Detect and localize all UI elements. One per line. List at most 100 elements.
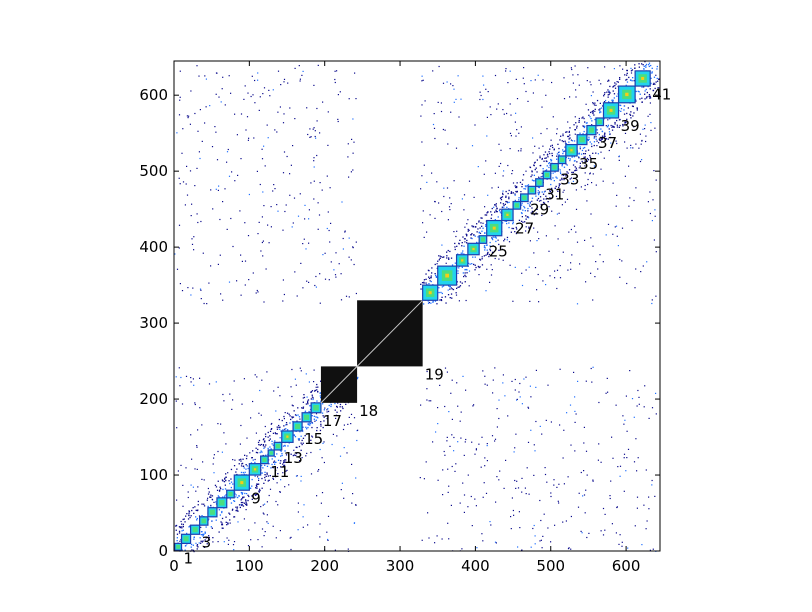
noise-point xyxy=(217,423,219,425)
noise-point xyxy=(337,118,339,120)
noise-point xyxy=(512,182,515,184)
noise-point xyxy=(545,235,547,237)
noise-point xyxy=(600,137,603,139)
near-diagonal-point xyxy=(594,108,596,110)
noise-point xyxy=(227,148,229,151)
near-diagonal-point xyxy=(514,231,516,233)
noise-point xyxy=(320,439,322,441)
noise-point xyxy=(534,79,536,81)
noise-point xyxy=(570,548,572,550)
near-diagonal-point xyxy=(497,216,499,218)
noise-point xyxy=(592,103,594,105)
noise-point xyxy=(254,102,256,104)
noise-point xyxy=(486,384,488,386)
near-diagonal-point xyxy=(190,546,192,548)
near-diagonal-point xyxy=(558,186,560,189)
near-diagonal-point xyxy=(608,91,610,93)
near-diagonal-point xyxy=(292,454,294,457)
near-diagonal-point xyxy=(241,504,243,507)
noise-point xyxy=(600,168,602,170)
noise-point xyxy=(306,452,308,454)
near-diagonal-point xyxy=(649,88,651,90)
near-diagonal-point xyxy=(219,514,221,516)
noise-point xyxy=(277,504,279,506)
near-diagonal-point xyxy=(321,412,324,414)
noise-point xyxy=(346,452,348,454)
near-diagonal-point xyxy=(504,238,506,240)
noise-point xyxy=(437,423,439,425)
noise-point xyxy=(568,547,570,549)
near-diagonal-point xyxy=(584,125,586,127)
noise-point xyxy=(585,380,587,382)
noise-point xyxy=(305,373,307,375)
noise-point xyxy=(575,231,577,233)
noise-point xyxy=(302,526,304,528)
noise-point xyxy=(308,209,310,211)
noise-point xyxy=(546,128,548,130)
noise-point xyxy=(288,484,290,486)
noise-point xyxy=(539,425,541,427)
near-diagonal-point xyxy=(630,117,632,119)
near-diagonal-point xyxy=(188,514,190,516)
near-diagonal-point xyxy=(464,269,466,271)
noise-point xyxy=(450,111,452,113)
noise-point xyxy=(609,497,611,500)
noise-point xyxy=(583,494,586,496)
noise-point xyxy=(548,206,550,208)
noise-point xyxy=(215,131,217,133)
near-diagonal-point xyxy=(547,156,549,158)
noise-point xyxy=(588,532,590,534)
near-diagonal-point xyxy=(282,429,284,431)
noise-point xyxy=(556,486,558,488)
near-diagonal-point xyxy=(569,137,571,139)
near-diagonal-point xyxy=(528,204,531,206)
noise-point xyxy=(630,147,632,149)
noise-point xyxy=(600,151,602,153)
near-diagonal-point xyxy=(341,406,343,408)
noise-point xyxy=(243,378,245,380)
near-diagonal-point xyxy=(573,140,576,142)
near-diagonal-point xyxy=(221,517,224,520)
near-diagonal-point xyxy=(571,171,573,174)
noise-point xyxy=(529,205,531,207)
noise-point xyxy=(586,536,588,539)
near-diagonal-point xyxy=(298,445,301,448)
noise-point xyxy=(203,479,205,481)
near-diagonal-point xyxy=(283,425,285,427)
near-diagonal-point xyxy=(569,159,571,162)
noise-point xyxy=(573,225,576,227)
near-diagonal-point xyxy=(512,192,514,194)
noise-point xyxy=(482,540,484,542)
near-diagonal-point xyxy=(237,496,239,499)
noise-point xyxy=(192,486,194,488)
noise-point xyxy=(204,122,206,124)
noise-point xyxy=(194,468,196,470)
near-diagonal-point xyxy=(434,273,436,275)
near-diagonal-point xyxy=(541,175,544,178)
noise-point xyxy=(578,492,580,494)
near-diagonal-point xyxy=(619,104,621,106)
near-diagonal-point xyxy=(658,78,660,80)
domain-block-core xyxy=(559,157,565,162)
noise-point xyxy=(311,435,313,437)
near-diagonal-point xyxy=(231,509,234,511)
noise-point xyxy=(304,204,306,206)
noise-point xyxy=(521,491,523,493)
near-diagonal-point xyxy=(586,122,588,124)
near-diagonal-point xyxy=(222,488,224,491)
domain-block-peak xyxy=(286,435,289,438)
noise-point xyxy=(313,381,315,383)
near-diagonal-point xyxy=(553,180,555,182)
near-diagonal-point xyxy=(496,207,498,209)
near-diagonal-point xyxy=(254,494,257,496)
near-diagonal-point xyxy=(287,429,289,431)
noise-point xyxy=(534,267,537,269)
near-diagonal-point xyxy=(307,423,309,425)
noise-point xyxy=(252,272,254,274)
near-diagonal-point xyxy=(307,401,309,404)
noise-point xyxy=(338,263,340,265)
near-diagonal-point xyxy=(295,452,298,455)
near-diagonal-point xyxy=(463,238,466,240)
noise-point xyxy=(454,470,456,472)
near-diagonal-point xyxy=(450,257,453,259)
